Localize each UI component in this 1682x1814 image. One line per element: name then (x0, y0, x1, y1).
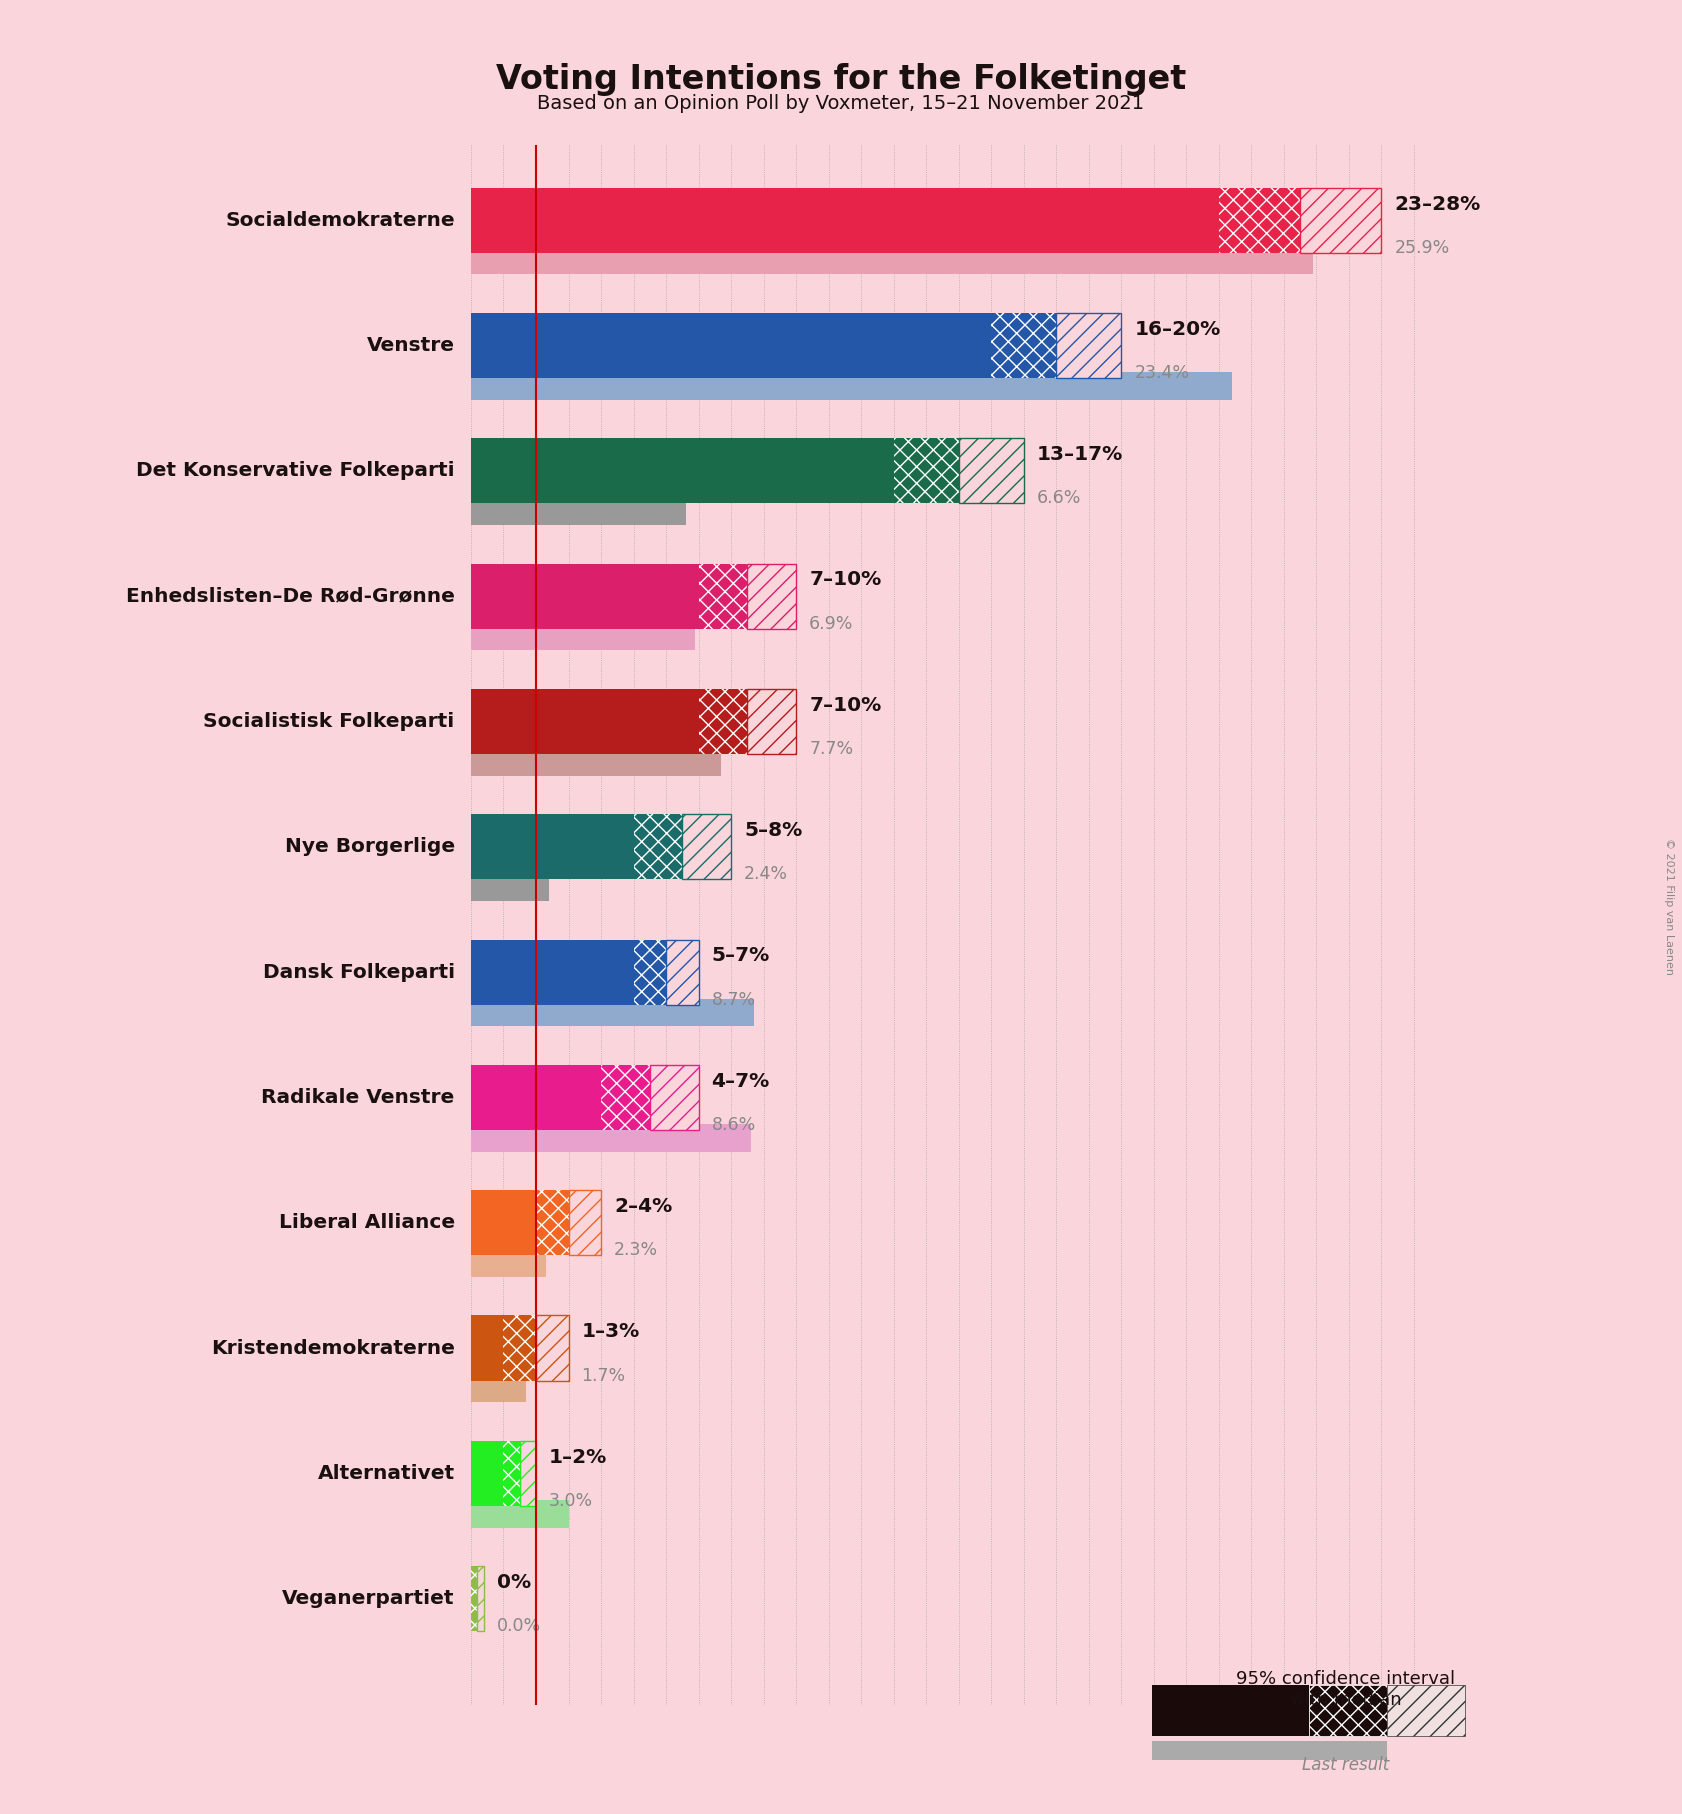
Bar (471, 873, 548, 902)
Text: Dansk Folkeparti: Dansk Folkeparti (262, 963, 454, 981)
Text: Kristendemokraterne: Kristendemokraterne (210, 1339, 454, 1357)
Bar (1300, 187, 1381, 252)
Bar (698, 564, 747, 629)
Text: 25.9%: 25.9% (1394, 239, 1450, 258)
Bar (471, 439, 893, 504)
Text: Venstre: Venstre (367, 336, 454, 356)
Text: 8.7%: 8.7% (711, 990, 755, 1009)
Text: 5–7%: 5–7% (711, 947, 770, 965)
Bar (471, 247, 1314, 274)
Text: Nye Borgerlige: Nye Borgerlige (284, 838, 454, 856)
Text: 6.6%: 6.6% (1036, 490, 1082, 508)
Text: 1–3%: 1–3% (582, 1322, 639, 1341)
Bar (1219, 187, 1300, 252)
Text: Last result: Last result (1302, 1756, 1389, 1774)
Bar (478, 1565, 484, 1631)
Bar (471, 622, 695, 651)
Bar (1309, 1685, 1388, 1736)
Bar (471, 1440, 503, 1506)
Bar (471, 1125, 750, 1152)
Text: 3.0%: 3.0% (548, 1491, 594, 1509)
Bar (698, 689, 747, 755)
Bar (600, 1065, 649, 1130)
Bar (537, 1190, 569, 1255)
Bar (471, 372, 1231, 399)
Text: 2.4%: 2.4% (743, 865, 789, 883)
Text: 7–10%: 7–10% (809, 570, 881, 590)
Text: Socialistisk Folkeparti: Socialistisk Folkeparti (204, 713, 454, 731)
Text: 1.7%: 1.7% (582, 1366, 626, 1384)
Text: 7.7%: 7.7% (809, 740, 853, 758)
Text: 7–10%: 7–10% (809, 697, 881, 715)
Bar (666, 940, 698, 1005)
Bar (471, 187, 1219, 252)
Text: Enhedslisten–De Rød-Grønne: Enhedslisten–De Rød-Grønne (126, 586, 454, 606)
Bar (471, 689, 698, 755)
Bar (471, 1500, 569, 1527)
Bar (893, 439, 959, 504)
Text: 13–17%: 13–17% (1036, 444, 1124, 464)
Text: 6.9%: 6.9% (809, 615, 853, 633)
Text: 8.6%: 8.6% (711, 1116, 755, 1134)
Text: 0.0%: 0.0% (496, 1618, 542, 1634)
Bar (471, 1250, 545, 1277)
Bar (471, 1190, 537, 1255)
Bar (471, 747, 722, 776)
Bar (634, 940, 666, 1005)
Bar (471, 814, 634, 880)
Text: Voting Intentions for the Folketinget: Voting Intentions for the Folketinget (496, 63, 1186, 96)
Text: 4–7%: 4–7% (711, 1072, 770, 1090)
Bar (1056, 314, 1122, 377)
Text: 5–8%: 5–8% (743, 822, 802, 840)
Text: Socialdemokraterne: Socialdemokraterne (225, 210, 454, 230)
Text: 1–2%: 1–2% (548, 1448, 607, 1466)
Bar (503, 1315, 537, 1380)
Bar (471, 1565, 478, 1631)
Bar (471, 940, 634, 1005)
Bar (569, 1190, 600, 1255)
Text: 2.3%: 2.3% (614, 1241, 658, 1259)
Bar (503, 1440, 520, 1506)
Bar (1152, 1741, 1388, 1760)
Text: 23–28%: 23–28% (1394, 194, 1480, 214)
Bar (471, 497, 686, 524)
Text: Veganerpartiet: Veganerpartiet (283, 1589, 454, 1609)
Bar (959, 439, 1024, 504)
Text: Det Konservative Folkeparti: Det Konservative Folkeparti (136, 461, 454, 481)
Text: © 2021 Filip van Laenen: © 2021 Filip van Laenen (1663, 838, 1674, 976)
Bar (1388, 1685, 1465, 1736)
Text: 95% confidence interval
with median: 95% confidence interval with median (1236, 1671, 1455, 1709)
Text: 0%: 0% (496, 1573, 532, 1593)
Bar (683, 814, 732, 880)
Bar (471, 1065, 600, 1130)
Bar (471, 314, 991, 377)
Bar (471, 564, 698, 629)
Bar (1152, 1685, 1309, 1736)
Bar (634, 814, 683, 880)
Text: Liberal Alliance: Liberal Alliance (279, 1214, 454, 1232)
Bar (471, 1315, 503, 1380)
Bar (471, 1000, 754, 1027)
Bar (520, 1440, 537, 1506)
Bar (991, 314, 1056, 377)
Text: Alternativet: Alternativet (318, 1464, 454, 1482)
Bar (537, 1315, 569, 1380)
Text: 23.4%: 23.4% (1134, 365, 1189, 383)
Bar (747, 564, 796, 629)
Text: Based on an Opinion Poll by Voxmeter, 15–21 November 2021: Based on an Opinion Poll by Voxmeter, 15… (538, 94, 1144, 112)
Bar (747, 689, 796, 755)
Bar (649, 1065, 698, 1130)
Text: 2–4%: 2–4% (614, 1197, 673, 1215)
Text: 16–20%: 16–20% (1134, 319, 1221, 339)
Bar (471, 1375, 526, 1402)
Text: Radikale Venstre: Radikale Venstre (261, 1088, 454, 1107)
